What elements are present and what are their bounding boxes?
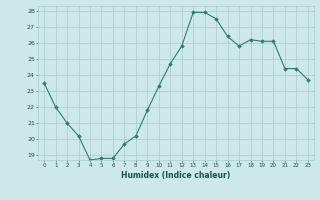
X-axis label: Humidex (Indice chaleur): Humidex (Indice chaleur) <box>121 171 231 180</box>
